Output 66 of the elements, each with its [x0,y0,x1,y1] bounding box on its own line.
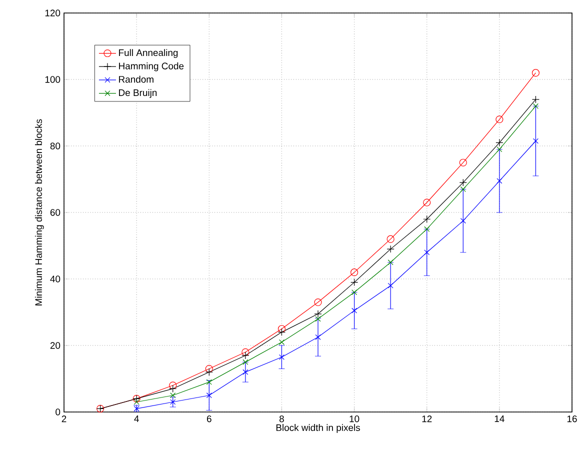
point [315,334,321,340]
point [205,368,213,376]
legend-label: Hamming Code [119,62,184,72]
x-tick-label: 8 [279,416,284,422]
y-axis-title: Minimum Hamming distance between blocks [35,119,44,306]
point [532,69,540,77]
point [388,282,394,288]
y-tick-label: 120 [45,10,60,16]
x-axis-title: Block width in pixels [276,424,360,433]
point [242,359,248,365]
point [315,316,321,322]
point [170,399,176,405]
point [134,399,140,405]
point [278,339,284,345]
legend-label: Random [119,76,154,83]
point [278,354,284,360]
legend-label: Full Annealing [119,49,178,58]
y-tick-label: 40 [50,276,60,282]
point [496,178,502,184]
point [532,96,540,104]
point [388,260,394,266]
point [423,198,431,206]
x-tick-label: 6 [207,416,212,422]
x-tick-label: 16 [567,416,577,422]
point [205,364,213,373]
point [386,245,394,253]
point [350,268,358,276]
y-tick-label: 60 [50,209,60,216]
point [496,116,504,124]
point [206,379,212,385]
point [460,218,466,224]
point [242,369,248,375]
legend-label: De Bruijn [119,89,157,98]
point [350,278,358,286]
point [423,215,431,223]
point [278,325,286,333]
point [352,308,358,314]
y-tick-label: 0 [56,408,60,416]
x-tick-label: 4 [134,416,139,422]
point [460,186,466,192]
point [424,226,430,232]
point [206,392,212,398]
point [424,250,430,256]
point [314,298,322,306]
point [459,158,467,166]
point [169,384,177,392]
point [242,348,250,356]
point [169,382,177,390]
point [532,138,538,144]
y-tick-label: 80 [50,142,60,150]
y-tick-label: 100 [45,76,60,83]
y-tick-label: 20 [50,342,60,349]
point [496,146,502,152]
point [278,328,286,336]
point [386,235,394,243]
point [496,138,504,146]
point [352,290,358,296]
point [459,178,467,186]
x-tick-label: 2 [62,416,66,422]
x-tick-label: 12 [422,416,432,422]
point [532,103,538,109]
point [170,392,176,398]
x-tick-label: 14 [494,416,504,422]
x-tick-label: 10 [350,416,360,422]
point [314,310,322,318]
point [242,352,250,360]
